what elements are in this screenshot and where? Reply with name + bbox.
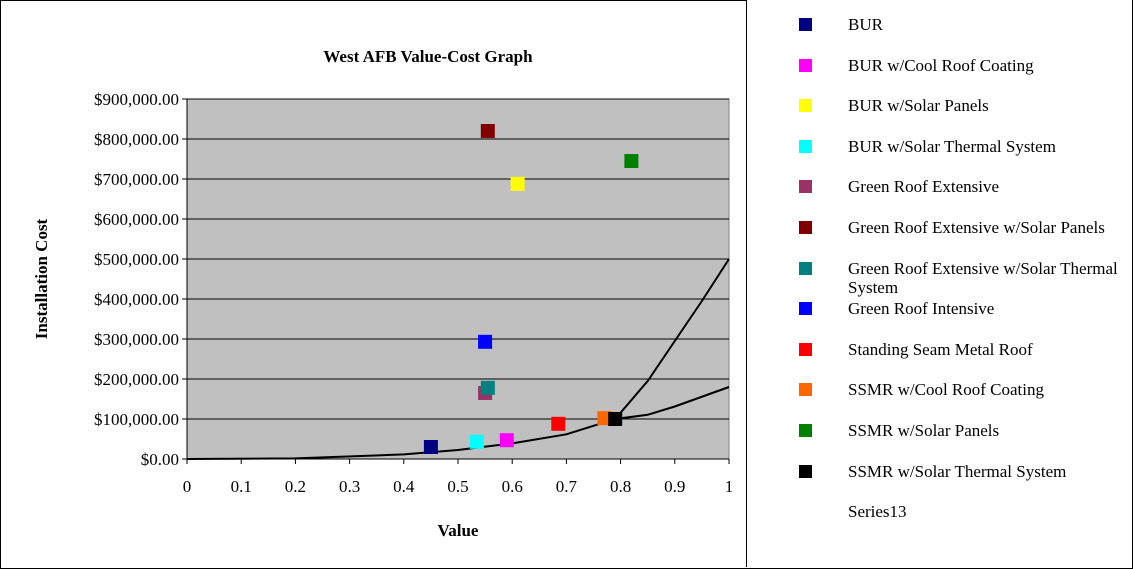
legend-label: Standing Seam Metal Roof bbox=[848, 339, 1033, 359]
x-axis-title: Value bbox=[438, 521, 479, 540]
legend-item: Green Roof Extensive w/Solar Thermal Sys… bbox=[747, 259, 1132, 297]
legend-swatch bbox=[799, 342, 812, 356]
legend: BUR BUR w/Cool Roof Coating BUR w/Solar Pa… bbox=[746, 0, 1132, 567]
data-point bbox=[480, 124, 495, 138]
x-tick-label: 0.2 bbox=[285, 477, 306, 496]
legend-item: Green Roof Extensive w/Solar Panels bbox=[747, 218, 1132, 248]
data-point bbox=[423, 440, 438, 454]
legend-swatch bbox=[799, 261, 812, 275]
legend-label: Green Roof Extensive w/Solar Panels bbox=[848, 218, 1105, 237]
y-tick-label: $700,000.00 bbox=[94, 170, 179, 189]
x-tick-label: 0.3 bbox=[339, 477, 360, 496]
x-tick-label: 0.4 bbox=[393, 477, 415, 496]
legend-label: BUR w/Solar Thermal System bbox=[848, 136, 1056, 156]
legend-swatch bbox=[799, 180, 812, 194]
data-point bbox=[624, 154, 639, 168]
y-tick-label: $300,000.00 bbox=[94, 330, 179, 349]
legend-item: SSMR w/Solar Thermal System bbox=[747, 462, 1132, 492]
y-tick-label: $800,000.00 bbox=[94, 130, 179, 149]
x-tick-label: 0.5 bbox=[447, 477, 468, 496]
data-point bbox=[480, 380, 495, 395]
plot-background bbox=[186, 98, 730, 460]
chart-area: $0.00 $100,000.00 $200,000.00 $300,000.00 $4… bbox=[32, 47, 734, 540]
legend-label: Series13 bbox=[848, 502, 907, 522]
trend-curves bbox=[186, 258, 730, 460]
y-tick-label: $500,000.00 bbox=[94, 250, 179, 269]
legend-item: BUR w/Cool Roof Coating bbox=[747, 56, 1132, 86]
x-tick-label: 0.6 bbox=[502, 477, 523, 496]
data-point bbox=[597, 411, 612, 426]
legend-item: Series13 bbox=[747, 502, 1132, 532]
x-tick-label: 0.1 bbox=[231, 477, 252, 496]
legend-item: SSMR w/Solar Panels bbox=[747, 421, 1132, 451]
y-axis-title: Installation Cost bbox=[32, 218, 51, 339]
legend-label: Green Roof Extensive bbox=[848, 177, 1000, 197]
legend-swatch bbox=[799, 464, 812, 478]
legend-item: Standing Seam Metal Roof bbox=[747, 340, 1132, 370]
x-axis-ticks: 0 0.1 0.2 0.3 0.4 0.5 0.6 0.7 0.8 0.9 1 bbox=[183, 458, 734, 496]
legend-label: BUR bbox=[848, 15, 883, 34]
legend-item: BUR w/Solar Panels bbox=[747, 96, 1132, 126]
x-tick-label: 0.7 bbox=[556, 477, 578, 496]
x-tick-label: 0.9 bbox=[664, 477, 685, 496]
legend-item: BUR bbox=[747, 15, 1132, 45]
y-tick-label: $200,000.00 bbox=[94, 370, 179, 389]
legend-swatch bbox=[799, 302, 812, 316]
legend-label: BUR w/Cool Roof Coating bbox=[848, 55, 1034, 75]
steep-trend-curve bbox=[614, 258, 730, 420]
y-tick-label: $100,000.00 bbox=[94, 410, 179, 429]
legend-label: SSMR w/Cool Roof Coating bbox=[848, 380, 1045, 400]
x-tick-label: 0.8 bbox=[610, 477, 631, 496]
y-tick-label: $900,000.00 bbox=[94, 90, 179, 109]
data-point bbox=[478, 334, 493, 349]
data-point bbox=[608, 412, 623, 426]
x-tick-label: 1 bbox=[725, 477, 734, 496]
legend-swatch bbox=[799, 99, 812, 113]
legend-label: Green Roof Intensive bbox=[848, 299, 995, 319]
data-point bbox=[551, 416, 566, 431]
legend-label: BUR w/Solar Panels bbox=[848, 96, 989, 116]
legend-swatch bbox=[799, 221, 812, 234]
legend-label: SSMR w/Solar Thermal System bbox=[848, 461, 1067, 481]
legend-label: SSMR w/Solar Panels bbox=[848, 421, 1000, 440]
legend-item: Green Roof Extensive bbox=[747, 177, 1132, 207]
legend-item: BUR w/Solar Thermal System bbox=[747, 137, 1132, 167]
series-curve bbox=[186, 386, 730, 460]
legend-swatch bbox=[799, 383, 812, 397]
legend-swatch bbox=[799, 58, 812, 72]
data-point bbox=[510, 176, 525, 191]
chart-title: West AFB Value-Cost Graph bbox=[323, 47, 533, 66]
legend-swatch bbox=[799, 139, 812, 153]
data-point bbox=[499, 433, 514, 448]
legend-swatch bbox=[799, 18, 812, 31]
data-points bbox=[423, 124, 639, 454]
data-point bbox=[470, 434, 484, 449]
legend-item: SSMR w/Cool Roof Coating bbox=[747, 380, 1132, 410]
legend-label: Green Roof Extensive w/Solar Thermal Sys… bbox=[848, 258, 1118, 297]
y-axis-ticks: $0.00 $100,000.00 $200,000.00 $300,000.00 $4… bbox=[94, 90, 188, 469]
y-tick-label: $0.00 bbox=[141, 450, 179, 469]
y-tick-label: $600,000.00 bbox=[94, 210, 179, 229]
y-tick-label: $400,000.00 bbox=[94, 290, 179, 309]
x-tick-label: 0 bbox=[183, 477, 192, 496]
legend-swatch bbox=[799, 424, 812, 437]
legend-item: Green Roof Intensive bbox=[747, 299, 1132, 329]
